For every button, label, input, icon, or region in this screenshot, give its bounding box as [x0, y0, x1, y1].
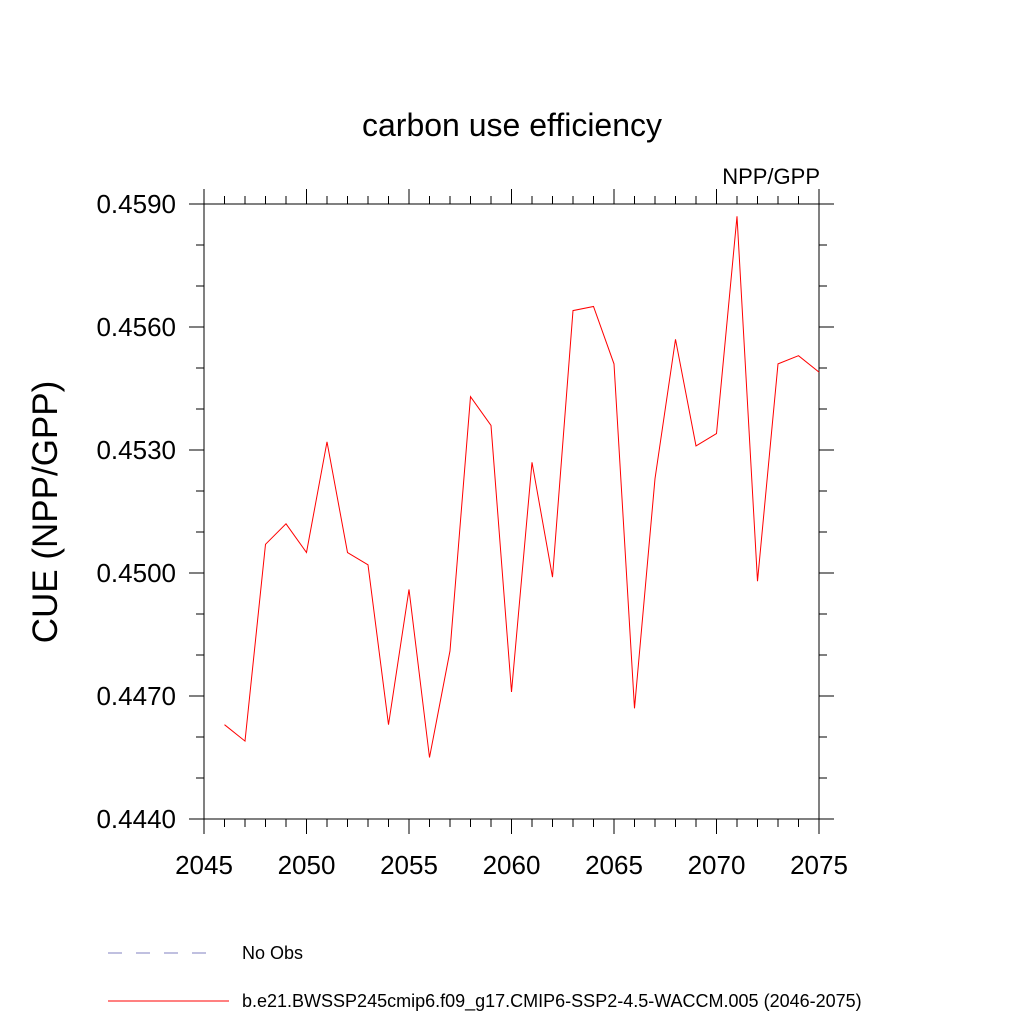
y-tick-label: 0.4500 — [96, 558, 176, 588]
series-group — [224, 216, 820, 758]
plot-frame — [203, 203, 820, 820]
x-tick-label: 2060 — [483, 850, 541, 880]
chart-subtitle: NPP/GPP — [722, 164, 820, 189]
x-tick-label: 2055 — [380, 850, 438, 880]
legend-label-no-obs: No Obs — [242, 943, 303, 963]
x-tick-label: 2065 — [585, 850, 643, 880]
y-tick-label: 0.4530 — [96, 435, 176, 465]
y-tick-label: 0.4560 — [96, 312, 176, 342]
x-tick-labels: 2045 2050 2055 2060 2065 2070 2075 — [175, 850, 848, 880]
chart-title: carbon use efficiency — [362, 107, 662, 143]
series-line — [224, 216, 820, 758]
x-tick-label: 2070 — [688, 850, 746, 880]
axis-ticks — [189, 189, 834, 834]
y-tick-labels: 0.4440 0.4470 0.4500 0.4530 0.4560 0.4590 — [96, 189, 176, 834]
y-tick-label: 0.4440 — [96, 804, 176, 834]
x-tick-label: 2050 — [278, 850, 336, 880]
y-axis-label: CUE (NPP/GPP) — [26, 381, 65, 644]
y-tick-label: 0.4470 — [96, 681, 176, 711]
y-tick-label: 0.4590 — [96, 189, 176, 219]
legend-label-model: b.e21.BWSSP245cmip6.f09_g17.CMIP6-SSP2-4… — [242, 991, 862, 1012]
x-tick-label: 2045 — [175, 850, 233, 880]
x-tick-label: 2075 — [790, 850, 848, 880]
legend: No Obs b.e21.BWSSP245cmip6.f09_g17.CMIP6… — [108, 943, 862, 1012]
